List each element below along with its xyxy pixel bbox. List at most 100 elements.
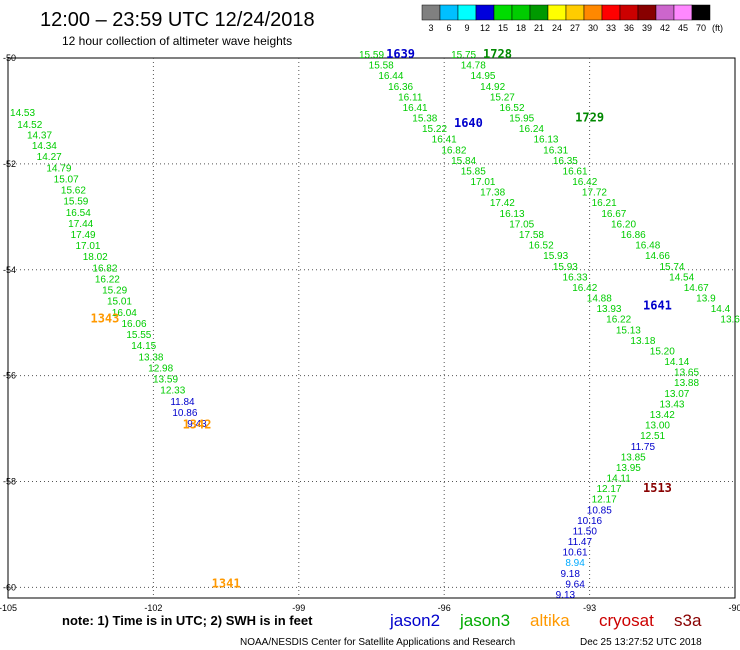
colorbar-tick-label: 18: [516, 23, 526, 33]
swh-data-label: 15.01: [107, 297, 132, 308]
swh-data-label: 18.02: [83, 252, 108, 263]
swh-data-label: 13.65: [674, 368, 699, 379]
swh-data-label: 16.35: [553, 156, 578, 167]
swh-data-label: 12.51: [640, 431, 665, 442]
swh-data-label: 16.20: [611, 219, 636, 230]
colorbar-swatch: [619, 4, 639, 21]
swh-data-label: 17.42: [490, 198, 515, 209]
swh-data-label: 16.67: [601, 209, 626, 220]
swh-data-label: 15.59: [63, 197, 88, 208]
colorbar-swatch: [421, 4, 441, 21]
footnote: note: 1) Time is in UTC; 2) SWH is in fe…: [62, 613, 313, 628]
swh-data-label: 9.18: [560, 569, 580, 580]
swh-data-label: 13.85: [621, 452, 646, 463]
swh-data-label: 16.36: [388, 82, 413, 93]
swh-data-label: 16.42: [572, 177, 597, 188]
x-tick-label: -105: [0, 603, 17, 613]
swh-data-label: 9.13: [556, 590, 576, 601]
swh-data-label: 14.14: [664, 357, 689, 368]
colorbar-swatch: [547, 4, 567, 21]
swh-data-label: 15.58: [369, 61, 394, 72]
colorbar-tick-label: 6: [446, 23, 451, 33]
legend-jason2: jason2: [389, 611, 440, 630]
swh-data-label: 17.01: [470, 177, 495, 188]
legend-s3a: s3a: [674, 611, 702, 630]
swh-data-label: 16.22: [95, 274, 120, 285]
swh-data-label: 15.85: [461, 166, 486, 177]
swh-data-label: 16.22: [606, 315, 631, 326]
colorbar-swatch: [655, 4, 675, 21]
swh-data-label: 13.59: [153, 375, 178, 386]
swh-data-label: 17.58: [519, 230, 544, 241]
swh-data-label: 14.37: [27, 130, 52, 141]
swh-data-label: 13.07: [664, 389, 689, 400]
swh-data-label: 14.92: [480, 82, 505, 93]
colorbar-tick-label: 39: [642, 23, 652, 33]
swh-data-label: 15.93: [553, 262, 578, 273]
pass-id-label: 1641: [643, 298, 672, 312]
swh-data-label: 13.18: [630, 336, 655, 347]
pass-id-label: 1728: [483, 47, 512, 61]
swh-data-label: 16.04: [112, 308, 137, 319]
swh-data-label: 16.21: [592, 198, 617, 209]
chart-subtitle: 12 hour collection of altimeter wave hei…: [62, 34, 292, 48]
swh-data-label: 10.16: [577, 516, 602, 527]
colorbar-swatch: [565, 4, 585, 21]
swh-data-label: 14.66: [645, 251, 670, 262]
colorbar-unit: (ft): [712, 23, 723, 33]
swh-data-label: 14.52: [17, 120, 42, 131]
swh-data-label: 16.61: [563, 166, 588, 177]
colorbar-swatch: [529, 4, 549, 21]
colorbar-swatch: [439, 4, 459, 21]
y-tick-label: -58: [3, 477, 16, 487]
swh-data-label: 15.59: [359, 50, 384, 61]
swh-data-label: 13.93: [596, 304, 621, 315]
swh-data-label: 13.6: [720, 315, 740, 326]
swh-data-label: 17.72: [582, 188, 607, 199]
legend-cryosat: cryosat: [599, 611, 654, 630]
colorbar-tick-label: 70: [696, 23, 706, 33]
colorbar-tick-label: 42: [660, 23, 670, 33]
colorbar-swatch: [475, 4, 495, 21]
swh-data-label: 13.88: [674, 378, 699, 389]
colorbar-tick-label: 24: [552, 23, 562, 33]
swh-data-label: 14.78: [461, 61, 486, 72]
colorbar-swatch: [583, 4, 603, 21]
swh-data-label: 16.52: [529, 241, 554, 252]
swh-data-label: 15.13: [616, 325, 641, 336]
swh-data-label: 15.55: [126, 330, 151, 341]
colorbar-tick-label: 3: [428, 23, 433, 33]
swh-data-label: 16.52: [500, 103, 525, 114]
colorbar-tick-label: 30: [588, 23, 598, 33]
swh-data-label: 13.9: [696, 294, 716, 305]
swh-data-label: 14.88: [587, 294, 612, 305]
x-tick-label: -96: [438, 603, 451, 613]
plot-frame: [7, 57, 736, 599]
swh-data-label: 15.93: [543, 251, 568, 262]
swh-data-label: 13.42: [650, 410, 675, 421]
y-tick-label: -60: [3, 582, 16, 592]
swh-data-label: 15.20: [650, 346, 675, 357]
swh-data-label: 10.61: [563, 548, 588, 559]
colorbar-tick-label: 9: [464, 23, 469, 33]
colorbar-tick-label: 15: [498, 23, 508, 33]
swh-data-label: 12.98: [148, 363, 173, 374]
pass-id-label: 1342: [183, 418, 212, 432]
swh-data-label: 14.15: [131, 341, 156, 352]
swh-data-label: 17.05: [509, 219, 534, 230]
swh-data-label: 16.06: [121, 319, 146, 330]
swh-data-label: 15.62: [61, 186, 86, 197]
colorbar-swatch: [637, 4, 657, 21]
swh-data-label: 13.00: [645, 421, 670, 432]
swh-data-label: 16.42: [572, 283, 597, 294]
x-tick-label: -93: [583, 603, 596, 613]
swh-data-label: 17.01: [75, 241, 100, 252]
colorbar-swatch: [673, 4, 693, 21]
colorbar-swatch: [493, 4, 513, 21]
y-tick-label: -52: [3, 159, 16, 169]
y-tick-label: -50: [3, 53, 16, 63]
swh-data-label: 14.79: [46, 163, 71, 174]
swh-data-label: 17.44: [68, 219, 93, 230]
pass-id-label: 1343: [90, 312, 119, 326]
